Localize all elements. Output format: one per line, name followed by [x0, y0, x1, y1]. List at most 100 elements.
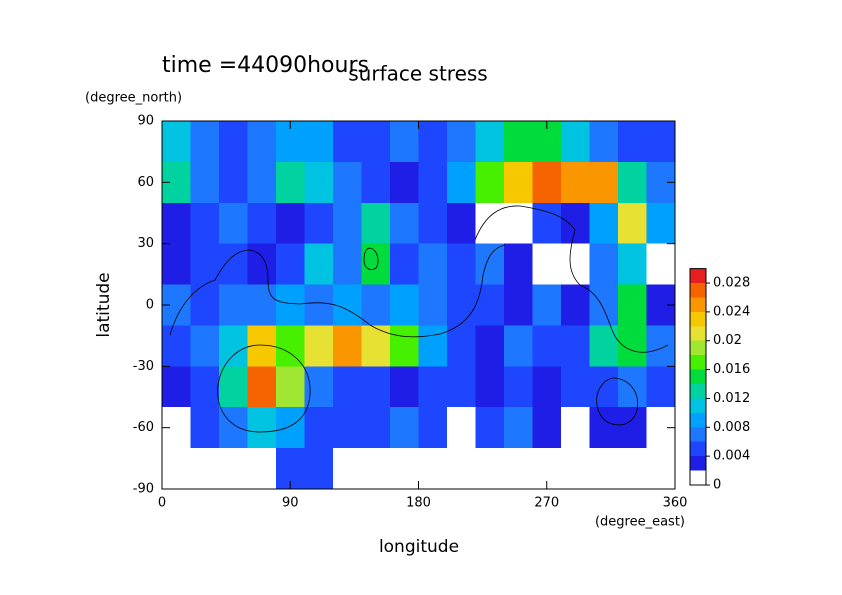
field-cell [361, 202, 391, 245]
field-cell [646, 366, 676, 408]
field-cell [276, 407, 305, 449]
field-cell [447, 161, 476, 204]
field-cell [390, 243, 419, 286]
field-cell [247, 284, 277, 326]
field-cell [504, 121, 533, 163]
field-cell [589, 121, 619, 163]
field-cell [561, 407, 590, 449]
field-cell [418, 243, 448, 286]
field-cell [418, 325, 448, 367]
field-cell [247, 407, 277, 449]
field-cell [447, 366, 476, 408]
field-cell [219, 284, 248, 326]
colorbar-tick-label: 0.028 [713, 276, 750, 291]
field-cell [333, 202, 362, 245]
field-cell [219, 366, 248, 408]
y-tick-label: -60 [133, 420, 154, 435]
field-cell [219, 202, 248, 245]
colorbar-box [690, 340, 706, 356]
field-cell [589, 202, 619, 245]
x-tick-label: 180 [406, 496, 431, 511]
field-cell [162, 325, 191, 367]
field-cell [475, 161, 505, 204]
field-cell [475, 366, 505, 408]
coastline [217, 344, 311, 433]
field-cell [162, 366, 191, 408]
colorbar-box [690, 283, 706, 298]
coastlines [169, 205, 669, 433]
field-cell [589, 243, 619, 286]
field-cell [333, 407, 362, 449]
field-cell [504, 366, 533, 408]
field-cell [447, 121, 476, 163]
field-cell [190, 243, 220, 286]
field-cell [561, 366, 590, 408]
field-cell [504, 202, 533, 245]
colorbar-box [690, 412, 706, 428]
field-cell [447, 325, 476, 367]
colorbar-box [690, 470, 706, 485]
colorbar-box [690, 384, 706, 399]
field-cell [333, 161, 362, 204]
field-cell [561, 448, 590, 490]
x-units: (degree_east) [595, 515, 685, 530]
chart-title: surface stress [348, 62, 487, 86]
field-cell [333, 448, 362, 490]
field-cell [304, 325, 334, 367]
field-cell [390, 284, 419, 326]
field-cell [589, 161, 619, 204]
field-cell [361, 284, 391, 326]
field-cell [561, 284, 590, 326]
colorbar-tick-label: 0.004 [713, 449, 750, 464]
field-cell [646, 121, 676, 163]
colorbar-frame [689, 268, 707, 486]
field-cell [561, 121, 590, 163]
field-cell [247, 161, 277, 204]
colorbar-box [690, 369, 706, 385]
field-cell [276, 366, 305, 408]
field-cell [589, 407, 619, 449]
field-cell [418, 407, 448, 449]
field-cell [618, 161, 647, 204]
field-cell [333, 121, 362, 163]
field-cell [532, 407, 562, 449]
field-cell [190, 161, 220, 204]
field-cell [361, 407, 391, 449]
field-cell [504, 284, 533, 326]
field-cell [333, 325, 362, 367]
field-cell [475, 243, 505, 286]
field-cell [190, 202, 220, 245]
field-cell [390, 161, 419, 204]
coastline [596, 377, 639, 426]
colorbar-box [690, 355, 706, 370]
field-cell [561, 202, 590, 245]
colorbar-tick-label: 0.024 [713, 304, 750, 319]
x-tick-label: 360 [663, 496, 688, 511]
field-cell [304, 161, 334, 204]
field-cell [361, 161, 391, 204]
field-cell [361, 325, 391, 367]
field-cell [589, 366, 619, 408]
field-cell [618, 448, 647, 490]
field-cell [304, 243, 334, 286]
x-tick-label: 90 [282, 496, 299, 511]
field-cell [390, 407, 419, 449]
field-cell [190, 366, 220, 408]
field-cell [247, 202, 277, 245]
y-units: (degree_north) [85, 91, 182, 106]
colorbar-box [690, 427, 706, 442]
colorbar-box [690, 297, 706, 312]
field-cell [561, 243, 590, 286]
field-cell [504, 243, 533, 286]
field-cell [219, 325, 248, 367]
colorbar-box [690, 268, 706, 284]
field-cell [190, 284, 220, 326]
field-cell [589, 325, 619, 367]
field-cell [390, 325, 419, 367]
field-cell [447, 243, 476, 286]
y-tick-label: -90 [133, 482, 154, 497]
field-cell [447, 202, 476, 245]
x-axis-label: longitude [379, 537, 459, 557]
field-cell [532, 366, 562, 408]
field-cell [618, 407, 647, 449]
